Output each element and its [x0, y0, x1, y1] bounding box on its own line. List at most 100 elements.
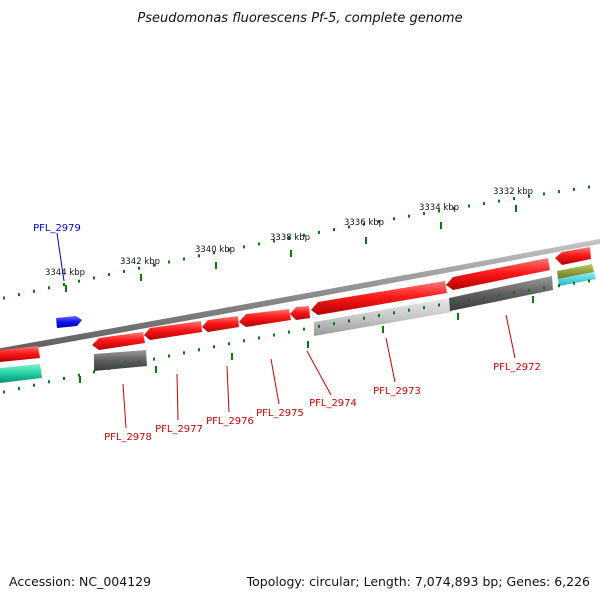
scale-minor-dot [288, 236, 290, 240]
scale-minor-dot [108, 367, 110, 371]
reverse-strand-genes [0, 247, 591, 362]
gene-arrow-pfl-2973[interactable] [311, 281, 447, 315]
scale-minor-dot [468, 204, 470, 208]
scale-minor-dot [153, 357, 155, 361]
scale-minor-dot [123, 363, 125, 367]
feature-light-bar[interactable] [314, 298, 452, 336]
scale-minor-dot [408, 214, 410, 218]
scale-minor-dot [453, 301, 455, 304]
scale-minor-dot [513, 197, 515, 201]
scale-minor-dot [513, 291, 515, 295]
outer-scale-dots [3, 185, 590, 300]
scale-minor-dot [483, 296, 485, 299]
scale-minor-dot [393, 217, 395, 221]
feature-olive-bar[interactable] [557, 264, 594, 279]
scale-label: 3338 kbp [270, 233, 310, 243]
scale-minor-dot [33, 289, 35, 293]
scale-label: 3340 kbp [195, 245, 235, 255]
leader-pfl-2972 [505, 314, 516, 359]
scale-minor-dot [378, 220, 380, 223]
gene-label-pfl-2973[interactable]: PFL_2973 [373, 386, 421, 397]
scale-minor-dot [138, 266, 140, 270]
scale-minor-dot [423, 212, 425, 216]
scale-minor-dot [573, 187, 575, 191]
scale-minor-dot [438, 209, 440, 213]
scale-labels: 3332 kbp 3334 kbp 3336 kbp 3338 kbp 3340… [45, 187, 533, 278]
scale-minor-dot [243, 245, 245, 249]
scale-minor-dot [3, 390, 5, 394]
scale-minor-dot [423, 306, 425, 310]
scale-minor-dot [408, 308, 410, 312]
scale-minor-dot [198, 348, 200, 352]
leader-pfl-2974 [306, 350, 332, 396]
scale-minor-dot [318, 324, 320, 328]
scale-minor-dot [33, 383, 35, 387]
scale-minor-dot [258, 336, 260, 340]
gene-label-pfl-2972[interactable]: PFL_2972 [493, 362, 541, 373]
scale-minor-dot [93, 370, 95, 374]
gene-label-pfl-2976[interactable]: PFL_2976 [206, 416, 254, 427]
map-title: Pseudomonas fluorescens Pf-5, complete g… [137, 11, 462, 26]
forward-gene-pfl-2979[interactable] [56, 316, 82, 328]
scale-label: 3332 kbp [493, 187, 533, 197]
feature-cyan-bar[interactable] [558, 272, 596, 286]
scale-minor-dot [288, 330, 290, 334]
gene-arrow-pfl-2976[interactable] [202, 316, 239, 332]
genome-summary-text: Topology: circular; Length: 7,074,893 bp… [246, 574, 590, 589]
scale-label: 3344 kbp [45, 268, 85, 278]
feature-dark-bar[interactable] [94, 350, 147, 371]
scale-minor-dot [393, 311, 395, 315]
scale-minor-dot [588, 279, 590, 283]
gene-label-pfl-2975[interactable]: PFL_2975 [256, 408, 304, 419]
scale-minor-dot [3, 296, 5, 300]
leader-pfl-2979 [56, 232, 65, 282]
outer-scale-major-ticks [65, 205, 517, 292]
scale-minor-dot [78, 279, 80, 283]
scale-minor-dot [528, 288, 530, 292]
gene-label-pfl-2977[interactable]: PFL_2977 [155, 424, 203, 435]
label-leaders [56, 232, 516, 429]
inner-scale-dots [3, 279, 590, 394]
scale-minor-dot [303, 233, 305, 237]
accession-text: Accession: NC_004129 [9, 574, 151, 589]
scale-minor-dot [558, 284, 560, 288]
gene-arrow-right-edge[interactable] [555, 247, 591, 265]
scale-minor-dot [273, 239, 275, 243]
scale-minor-dot [258, 242, 260, 246]
scale-minor-dot [48, 286, 50, 290]
gene-arrow-pfl-2974[interactable] [290, 306, 310, 320]
scale-minor-dot [318, 230, 320, 234]
gene-arrow-pfl-2972[interactable] [446, 258, 550, 290]
scale-minor-dot [48, 380, 50, 384]
scale-minor-dot [333, 322, 335, 326]
genome-backbone [0, 238, 600, 355]
scale-minor-dot [363, 222, 365, 226]
scale-minor-dot [468, 298, 470, 302]
scale-minor-dot [303, 327, 305, 331]
inner-scale-major-ticks [79, 296, 534, 383]
scale-minor-dot [18, 293, 20, 297]
scale-minor-dot [183, 257, 185, 261]
gene-arrow-pfl-2977[interactable] [144, 321, 202, 340]
outer-scale-track [3, 185, 590, 300]
feature-teal-bar[interactable] [0, 364, 42, 383]
scale-minor-dot [153, 263, 155, 267]
scale-minor-dot [543, 192, 545, 196]
gene-label-pfl-2978[interactable]: PFL_2978 [104, 432, 152, 443]
scale-minor-dot [108, 273, 110, 277]
scale-minor-dot [213, 251, 215, 255]
leader-pfl-2978 [122, 383, 127, 429]
gene-label-pfl-2979[interactable]: PFL_2979 [33, 223, 81, 234]
gene-arrow-pfl-2975[interactable] [239, 309, 291, 327]
scale-minor-dot [588, 185, 590, 189]
feature-dark-bar[interactable] [449, 276, 553, 311]
gene-label-pfl-2974[interactable]: PFL_2974 [309, 398, 357, 409]
scale-minor-dot [63, 377, 65, 380]
inner-scale-track [3, 279, 590, 394]
gene-arrow-pfl-2978[interactable] [92, 332, 145, 350]
feature-tracks [0, 264, 596, 383]
scale-minor-dot [198, 254, 200, 258]
gene-arrow-left-edge[interactable] [0, 346, 40, 362]
scale-minor-dot [558, 190, 560, 194]
